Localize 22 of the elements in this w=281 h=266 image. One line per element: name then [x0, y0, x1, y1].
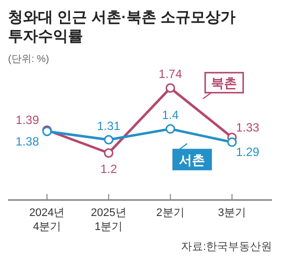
- x-tick-label: 3분기: [218, 207, 246, 219]
- data-label: 1.39: [16, 113, 40, 128]
- data-label: 1.31: [96, 118, 121, 133]
- point: [227, 137, 237, 147]
- data-label: 1.38: [16, 134, 40, 148]
- data-label: 1.74: [158, 67, 182, 81]
- legend-label: 서촌: [179, 152, 206, 168]
- point: [104, 135, 114, 145]
- chart-title: 청와대 인근 서촌·북촌 소규모상가 투자수익률: [8, 9, 236, 45]
- x-tick-label: 2024년 4분기: [29, 207, 65, 233]
- data-label: 1.2: [100, 162, 118, 176]
- x-tick-label: 2025년 1분기: [90, 207, 126, 233]
- series-label: 북촌: [211, 76, 238, 91]
- text: 자료:한국부동산원: [180, 241, 272, 253]
- point: [104, 148, 114, 158]
- point: [166, 124, 176, 134]
- point: [166, 83, 176, 93]
- data-label: 1.4: [162, 108, 179, 122]
- chart-subtitle: (단위: %): [8, 54, 50, 65]
- data-label: 1.29: [236, 145, 260, 160]
- x-tick-label: 2분기: [156, 207, 184, 219]
- data-label: 1.33: [236, 120, 260, 134]
